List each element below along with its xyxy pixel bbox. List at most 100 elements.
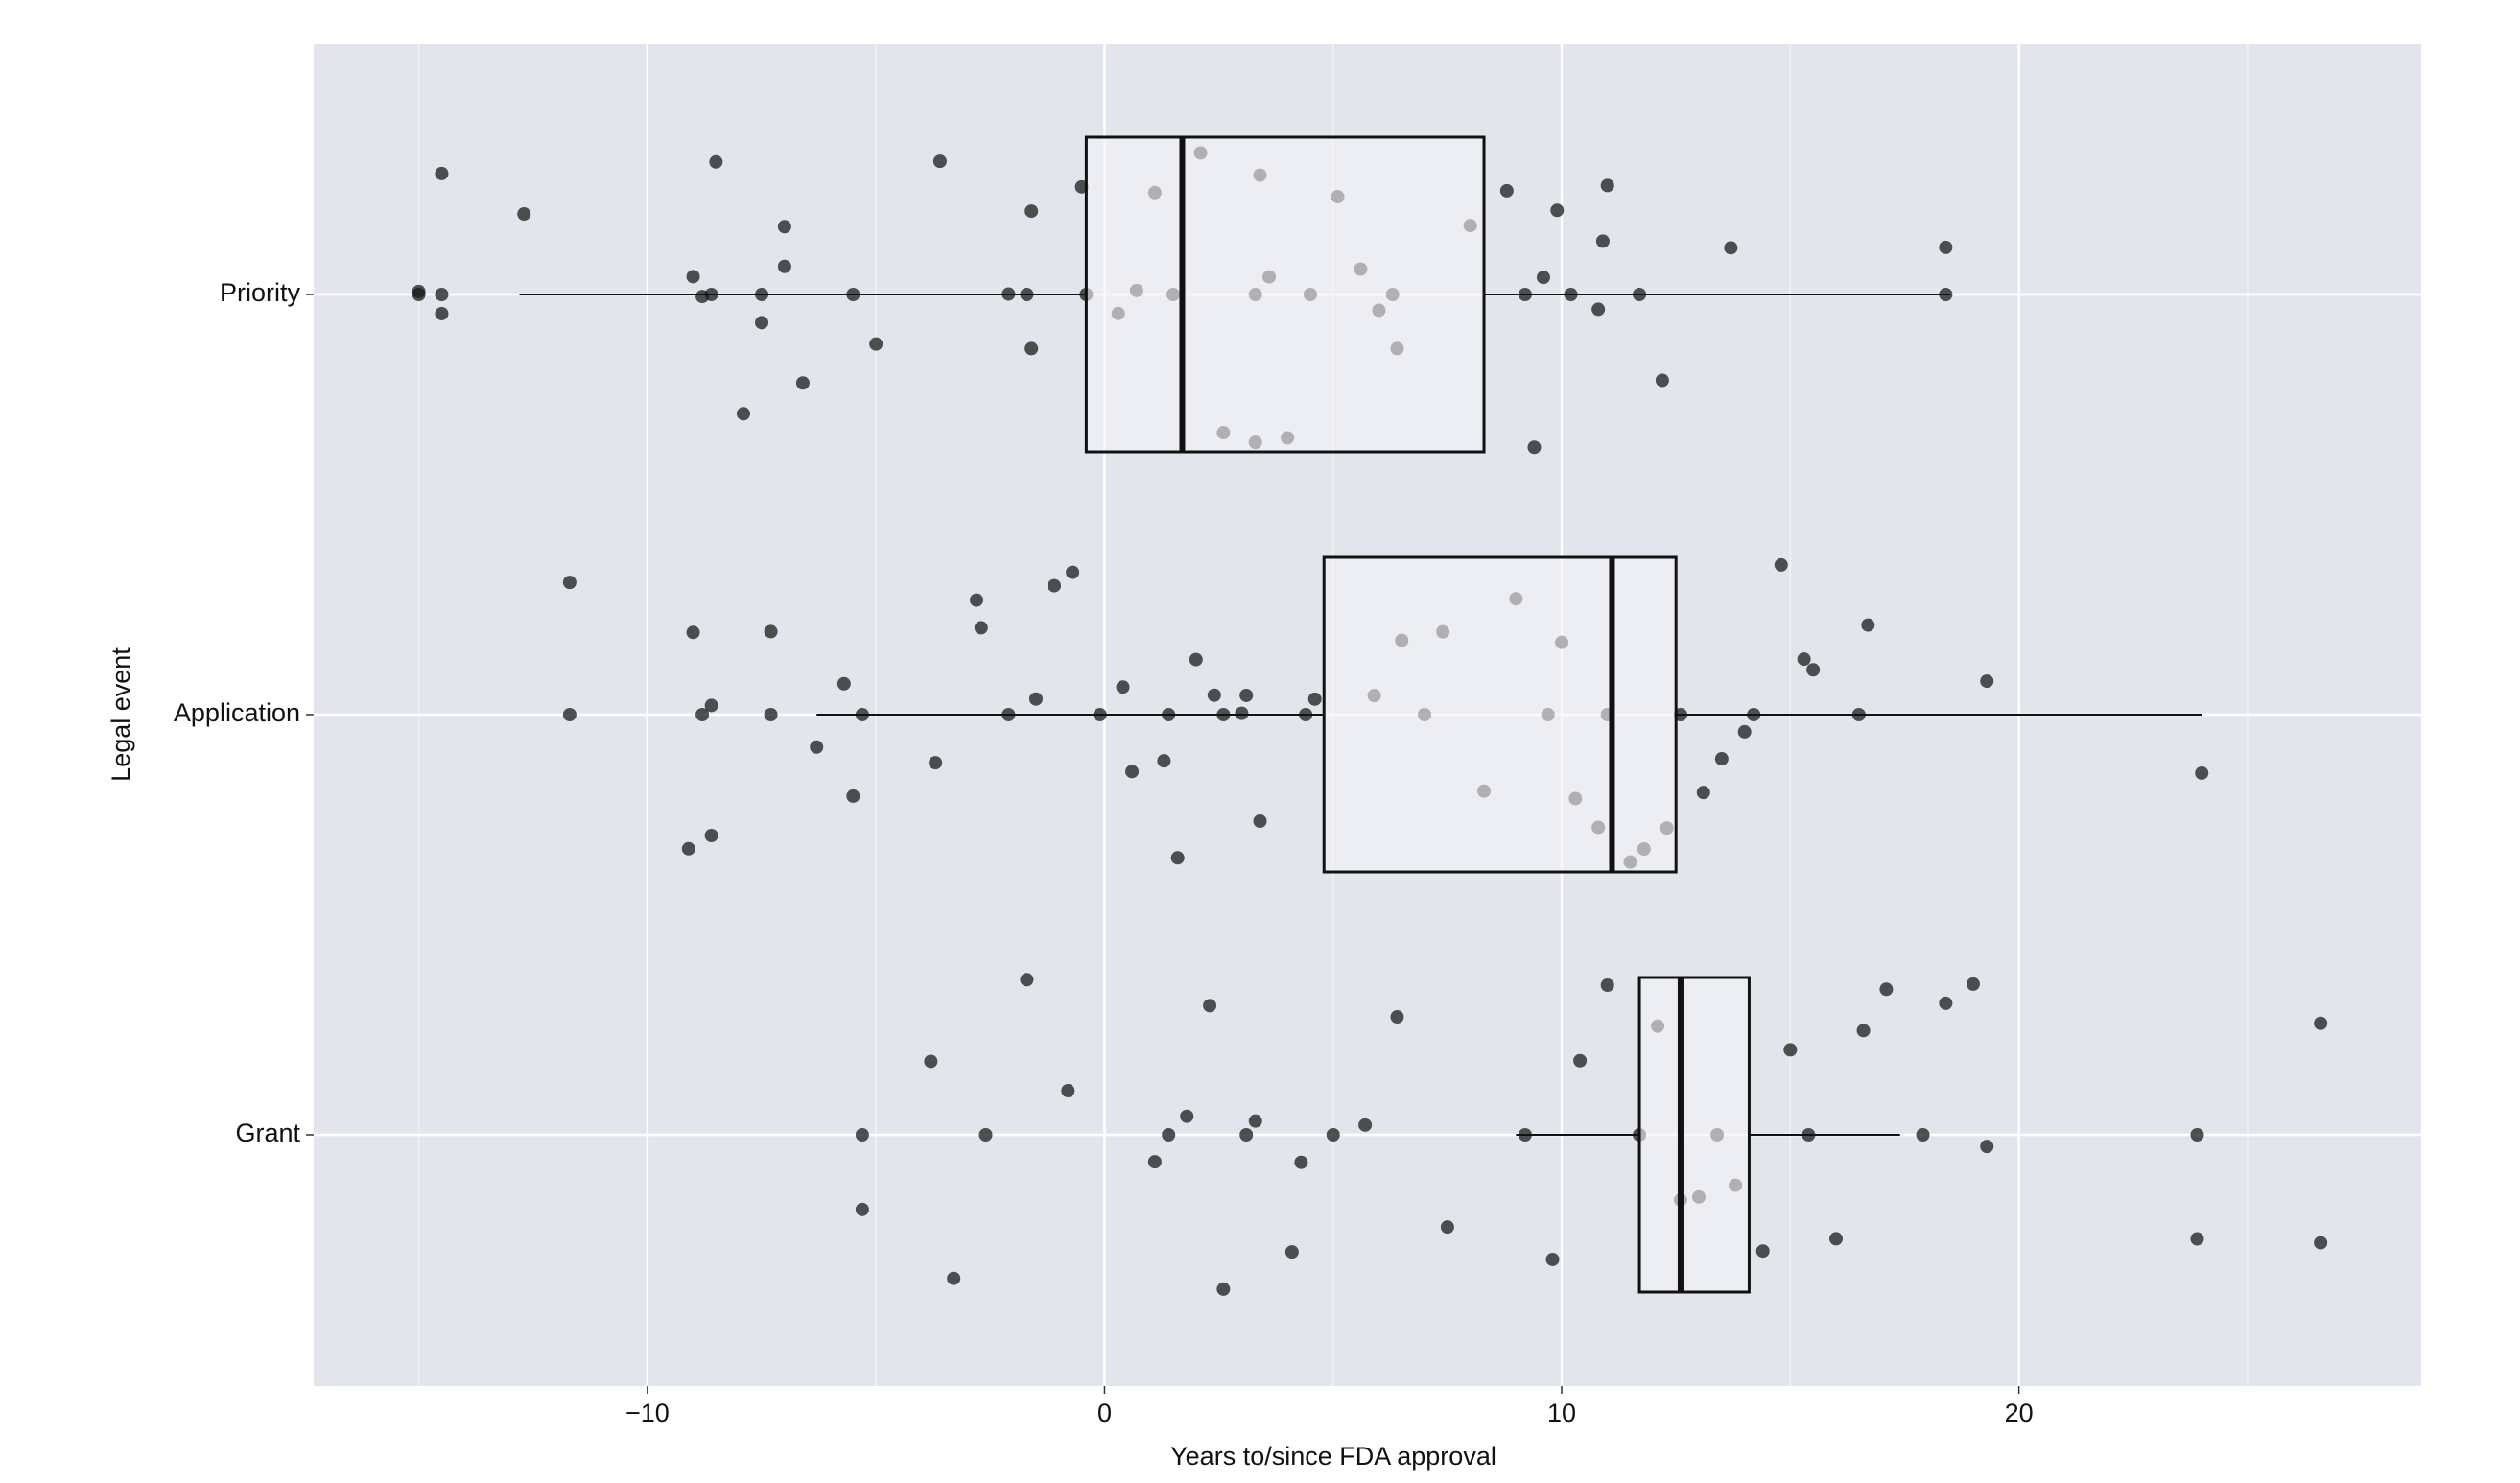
data-point — [681, 841, 695, 856]
data-point — [1358, 1118, 1373, 1132]
data-point — [1170, 851, 1185, 865]
box — [1322, 555, 1678, 874]
data-point — [1879, 982, 1894, 997]
data-point — [2314, 1236, 2328, 1250]
data-point — [704, 698, 718, 713]
x-tick-label: −10 — [625, 1399, 670, 1427]
data-point — [562, 708, 577, 721]
data-point — [1024, 341, 1039, 356]
data-point — [1783, 1043, 1798, 1057]
y-tick-label: Grant — [235, 1118, 300, 1147]
data-point — [1307, 692, 1322, 706]
data-point — [1861, 618, 1875, 632]
data-point — [855, 1128, 869, 1142]
data-point — [1147, 1155, 1162, 1169]
data-point — [1024, 204, 1039, 219]
data-point — [846, 789, 860, 803]
data-point — [924, 1054, 938, 1069]
data-point — [1939, 996, 1953, 1010]
data-point — [435, 166, 449, 180]
data-point — [2195, 765, 2209, 780]
data-point — [1162, 1128, 1176, 1142]
data-point — [1939, 240, 1953, 254]
data-point — [1235, 706, 1249, 720]
data-point — [1116, 680, 1130, 694]
data-point — [1326, 1128, 1340, 1142]
data-point — [1294, 1155, 1308, 1169]
data-point — [970, 593, 984, 607]
data-point — [929, 756, 943, 770]
data-point — [1284, 1245, 1299, 1259]
data-point — [1714, 752, 1729, 766]
data-point — [686, 270, 700, 284]
data-point — [1856, 1024, 1871, 1038]
data-point — [412, 284, 426, 298]
data-point — [1600, 178, 1614, 193]
data-point — [947, 1271, 961, 1285]
data-point — [1797, 652, 1811, 667]
data-point — [1066, 565, 1080, 579]
data-point — [1573, 1053, 1588, 1068]
data-point — [777, 259, 791, 273]
data-point — [1157, 754, 1171, 768]
data-point — [1248, 1114, 1262, 1128]
data-point — [1253, 814, 1267, 829]
x-axis-label: Years to/since FDA approval — [1170, 1442, 1496, 1471]
data-point — [1125, 765, 1140, 779]
data-point — [686, 625, 700, 640]
data-point — [1755, 1244, 1770, 1259]
data-point — [1591, 302, 1606, 317]
data-point — [435, 306, 449, 320]
data-point — [1020, 973, 1034, 987]
data-point — [1048, 578, 1062, 593]
data-point — [1216, 1282, 1231, 1296]
data-point — [1239, 688, 1254, 702]
data-point — [1828, 1232, 1843, 1246]
data-point — [932, 154, 947, 169]
data-point — [836, 676, 851, 691]
x-tick-label: 0 — [1097, 1399, 1112, 1427]
data-point — [562, 576, 577, 590]
data-point — [517, 207, 531, 222]
data-point — [1980, 1140, 1994, 1154]
data-point — [1061, 1084, 1075, 1098]
data-point — [855, 1202, 869, 1216]
y-axis-label: Legal event — [106, 647, 135, 782]
data-point — [1966, 977, 1980, 991]
data-point — [1550, 203, 1565, 218]
data-point — [1806, 663, 1821, 677]
data-point — [1980, 674, 1994, 689]
data-point — [1440, 1220, 1454, 1235]
data-point — [1724, 241, 1738, 255]
data-point — [764, 708, 778, 721]
data-point — [1774, 557, 1788, 572]
data-point — [695, 708, 710, 721]
data-point — [1028, 692, 1043, 706]
data-point — [1207, 688, 1221, 702]
data-point — [1916, 1128, 1930, 1142]
data-point — [2190, 1128, 2204, 1142]
data-point — [1180, 1109, 1194, 1123]
data-point — [1390, 1010, 1404, 1024]
data-point — [1536, 271, 1550, 285]
data-point — [1527, 440, 1542, 455]
data-point — [1600, 978, 1614, 993]
data-point — [2314, 1016, 2328, 1030]
data-point — [435, 288, 449, 301]
x-tick-label: 10 — [1547, 1399, 1576, 1427]
box — [1637, 976, 1751, 1294]
data-point — [764, 624, 778, 639]
x-tick-label: 20 — [2005, 1399, 2034, 1427]
data-point — [869, 337, 883, 351]
data-point — [974, 621, 988, 635]
y-tick-label: Priority — [220, 278, 301, 307]
data-point — [978, 1128, 993, 1142]
data-point — [777, 220, 791, 234]
data-point — [1545, 1252, 1560, 1266]
data-point — [1239, 1128, 1254, 1142]
data-point — [1655, 373, 1669, 388]
data-point — [1737, 724, 1752, 739]
data-point — [795, 376, 810, 390]
data-point — [709, 154, 723, 169]
